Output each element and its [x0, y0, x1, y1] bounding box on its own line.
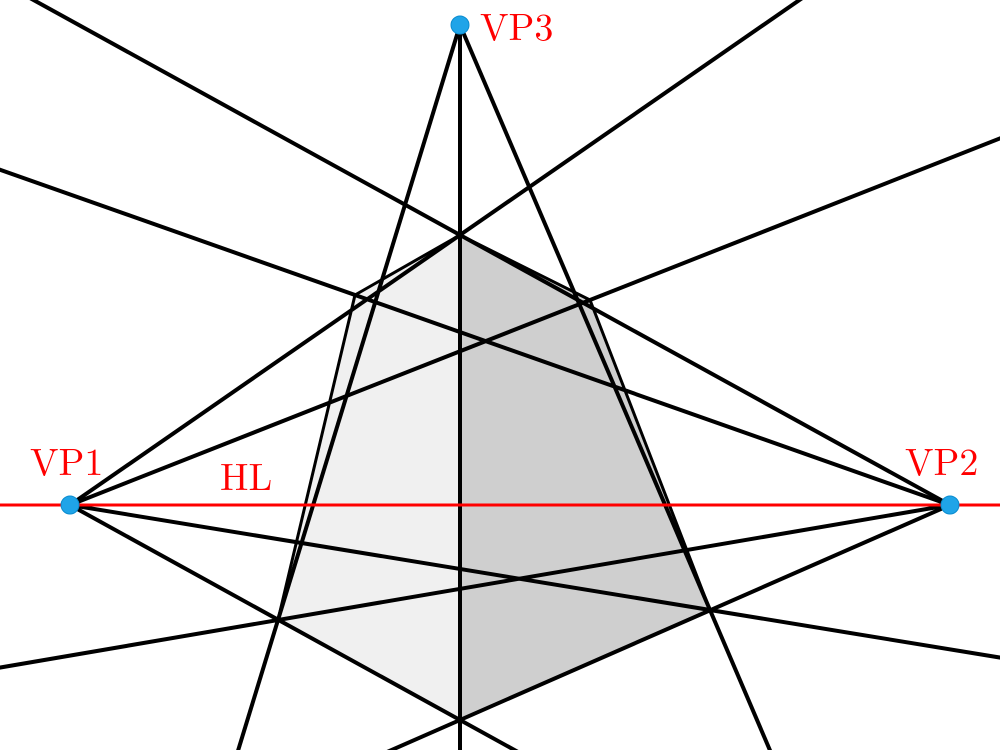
cube-faces: [278, 235, 710, 720]
vp1-label: VP1: [30, 433, 103, 487]
horizon-label: HL: [220, 448, 272, 502]
perspective-diagram: VP1 VP2 VP3 HL: [0, 0, 1000, 750]
vp3-label: VP3: [480, 0, 553, 52]
vp2-label: VP2: [905, 433, 978, 487]
